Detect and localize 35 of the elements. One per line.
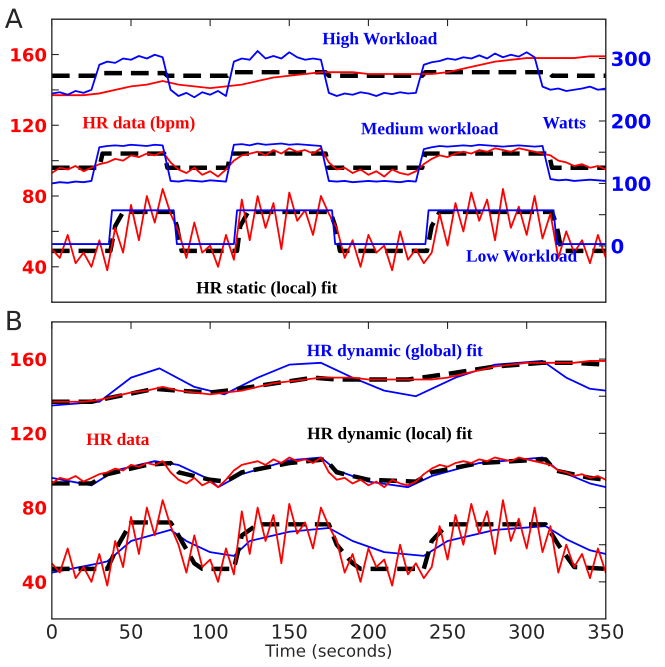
x-tick-label: 200 (351, 624, 386, 639)
chart-title: B (7, 310, 22, 330)
line-series (52, 142, 606, 184)
y2-tick-label: 300 (612, 51, 650, 66)
x-tick-label: 100 (194, 624, 228, 639)
series-label: High Workload (322, 32, 438, 48)
x-axis-title: Time (seconds) (265, 644, 392, 659)
line-series (52, 147, 606, 178)
y-tick-label: 160 (11, 48, 46, 62)
line-series (52, 499, 606, 586)
series-label: HR data (86, 432, 150, 446)
y-tick-label: 40 (22, 260, 46, 274)
series-label: HR dynamic (local) fit (307, 426, 472, 443)
series-label: HR dynamic (global) fit (307, 344, 483, 360)
series-label: HR static (local) fit (196, 281, 338, 298)
y-tick-label: 120 (11, 426, 46, 440)
y2-tick-label: 100 (612, 176, 650, 192)
y-tick-label: 80 (22, 501, 46, 515)
x-tick-label: 50 (120, 624, 142, 639)
x-tick-label: 150 (272, 624, 307, 639)
y-tick-label: 160 (11, 352, 46, 366)
chart-title: A (4, 8, 23, 28)
series-label: Medium workload (361, 122, 498, 134)
x-tick-label: 300 (510, 624, 544, 639)
y-tick-label: 120 (11, 118, 46, 132)
line-series (52, 188, 606, 272)
series-label: HR data (bpm) (82, 116, 195, 132)
x-tick-label: 0 (46, 624, 57, 639)
y-tick-label: 80 (22, 189, 46, 204)
x-tick-label: 350 (588, 624, 624, 639)
x-tick-label: 250 (430, 624, 465, 639)
y2-tick-label: 200 (612, 114, 650, 129)
y-tick-label: 40 (22, 575, 46, 589)
y2-axis-title: Watts (542, 116, 586, 129)
y2-tick-label: 0 (612, 238, 624, 254)
